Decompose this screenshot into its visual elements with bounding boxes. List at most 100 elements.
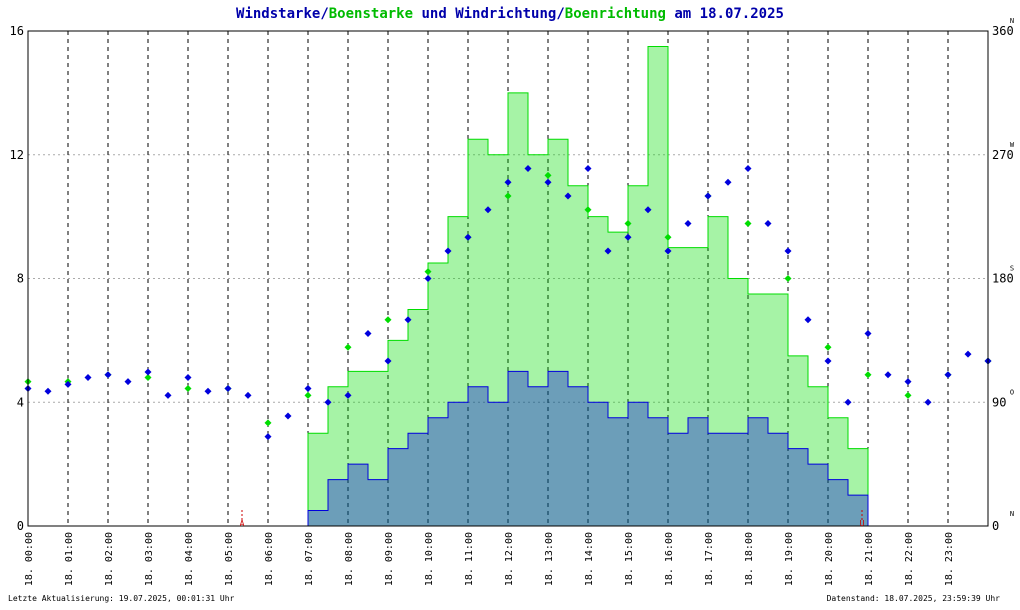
wind-direction-point (424, 275, 432, 282)
wind-direction-point (144, 368, 152, 376)
title-windstarke: Windstarke (236, 6, 320, 22)
y-right-tick-label: 270 (992, 148, 1014, 162)
wind-direction-point (264, 433, 272, 441)
gust-direction-point (624, 220, 632, 227)
wind-direction-point (844, 398, 852, 406)
x-tick-label: 18. 12:00 (504, 532, 515, 586)
wind-direction-point (184, 374, 192, 381)
wind-direction-point (604, 247, 612, 255)
title-sep2: / (556, 6, 564, 22)
gust-direction-point (904, 391, 912, 399)
wind-direction-point (704, 192, 712, 200)
gust-direction-point (344, 343, 352, 351)
y-left-tick-label: 4 (17, 395, 24, 409)
x-tick-label: 18. 07:00 (304, 532, 315, 586)
wind-direction-point (964, 350, 972, 358)
x-tick-label: 18. 22:00 (904, 532, 915, 586)
x-tick-label: 18. 16:00 (664, 532, 675, 586)
x-tick-label: 18. 09:00 (384, 532, 395, 586)
wind-direction-point (384, 357, 392, 365)
y-left-tick-label: 8 (17, 272, 24, 286)
y-right-tick-label: 360 (992, 24, 1014, 38)
x-tick-label: 18. 23:00 (944, 532, 955, 586)
footer-data-status: Datenstand: 18.07.2025, 23:59:39 Uhr (826, 594, 1000, 603)
wind-direction-point (224, 385, 232, 392)
title-sep1: / (320, 6, 328, 22)
wind-direction-point (864, 330, 872, 337)
x-tick-label: 18. 11:00 (464, 532, 475, 586)
x-tick-label: 18. 13:00 (544, 532, 555, 586)
wind-direction-point (44, 387, 52, 395)
x-tick-label: 18. 06:00 (264, 532, 275, 586)
wind-direction-point (804, 316, 812, 324)
gust-direction-point (584, 206, 592, 214)
wind-direction-point (204, 387, 212, 395)
wind-direction-point (364, 330, 372, 337)
marker-label: A (240, 519, 245, 528)
wind-direction-point (104, 371, 112, 379)
x-tick-label: 18. 15:00 (624, 532, 635, 586)
wind-direction-point (564, 192, 572, 200)
wind-direction-point (824, 357, 832, 365)
wind-direction-point (644, 206, 652, 214)
wind-direction-point (924, 398, 932, 406)
wind-direction-point (944, 371, 952, 379)
x-tick-label: 18. 00:00 (24, 532, 35, 586)
y-left-tick-label: 0 (17, 519, 24, 533)
title-und: und (413, 6, 455, 22)
title-windrichtung: Windrichtung (455, 6, 556, 22)
wind-direction-point (504, 178, 512, 186)
footer-last-update: Letzte Aktualisierung: 19.07.2025, 00:01… (8, 594, 235, 603)
plot-frame (27, 30, 989, 527)
x-tick-label: 18. 01:00 (64, 532, 75, 586)
gust-direction-point (304, 391, 312, 399)
compass-label: O (1010, 388, 1014, 396)
x-tick-label: 18. 03:00 (144, 532, 155, 586)
wind-direction-point (584, 165, 592, 172)
wind-direction-point (624, 233, 632, 241)
x-tick-label: 18. 10:00 (424, 532, 435, 586)
title-boenrichtung: Boenrichtung (565, 6, 666, 22)
wind-direction-point (524, 165, 532, 172)
wind-direction-point (64, 380, 72, 388)
wind-direction-point (664, 247, 672, 255)
x-tick-label: 18. 05:00 (224, 532, 235, 586)
wind-direction-point (124, 378, 132, 386)
wind-direction-point (464, 233, 472, 241)
wind-direction-point (724, 178, 732, 186)
wind-direction-point (284, 412, 292, 420)
y-left-tick-label: 12 (10, 148, 24, 162)
wind-direction-point (884, 371, 892, 379)
wind-direction-point (544, 178, 552, 186)
compass-label: W (1010, 141, 1015, 149)
title-date: am 18.07.2025 (666, 6, 784, 22)
wind-direction-point (484, 206, 492, 214)
x-tick-label: 18. 08:00 (344, 532, 355, 586)
wind-direction-point (444, 247, 452, 255)
wind-direction-point (404, 316, 412, 324)
title-boenstarke: Boenstarke (329, 6, 413, 22)
grid (28, 31, 988, 526)
wind-direction-point (784, 247, 792, 255)
x-tick-label: 18. 14:00 (584, 532, 595, 586)
x-tick-label: 18. 17:00 (704, 532, 715, 586)
gust-direction-point (504, 192, 512, 200)
gust-direction-point (384, 316, 392, 324)
wind-direction-point (684, 220, 692, 227)
direction-series (24, 165, 992, 441)
gust-direction-point (784, 275, 792, 282)
x-tick-label: 18. 18:00 (744, 532, 755, 586)
gust-direction-point (544, 171, 552, 179)
gust-direction-point (264, 419, 272, 427)
compass-label: N (1010, 17, 1014, 25)
y-right-tick-label: 90 (992, 395, 1006, 409)
gust-direction-point (144, 374, 152, 381)
wind-direction-point (344, 391, 352, 399)
y-right-tick-label: 180 (992, 272, 1014, 286)
wind-direction-point (744, 165, 752, 172)
marker-label: U (860, 519, 865, 528)
x-tick-label: 18. 19:00 (784, 532, 795, 586)
